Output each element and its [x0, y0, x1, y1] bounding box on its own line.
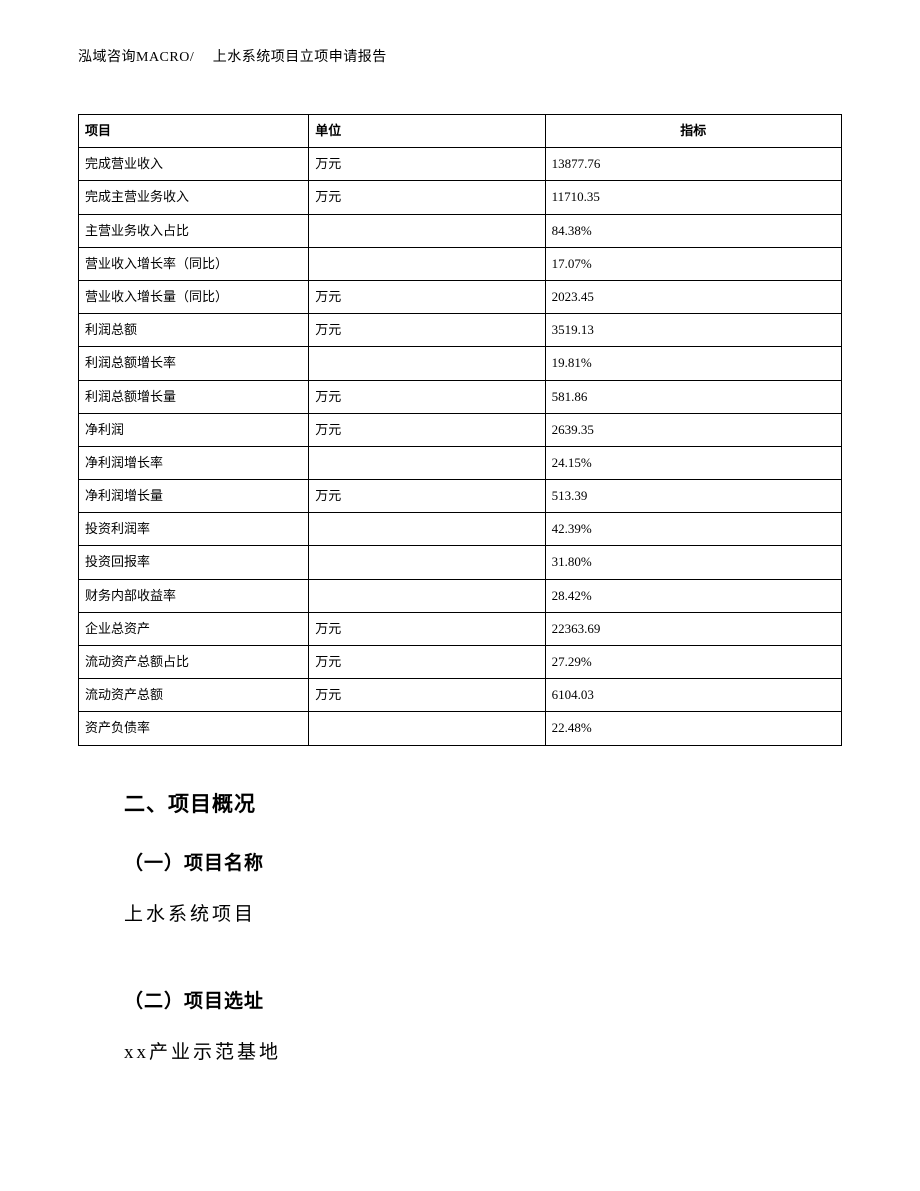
- cell-value: 13877.76: [545, 148, 841, 181]
- cell-value: 22363.69: [545, 612, 841, 645]
- cell-item: 利润总额增长率: [79, 347, 309, 380]
- table-row: 资产负债率 22.48%: [79, 712, 842, 745]
- cell-unit: 万元: [309, 413, 545, 446]
- table-row: 流动资产总额占比万元27.29%: [79, 646, 842, 679]
- table-row: 营业收入增长量（同比）万元2023.45: [79, 280, 842, 313]
- cell-value: 24.15%: [545, 446, 841, 479]
- cell-value: 19.81%: [545, 347, 841, 380]
- cell-item: 营业收入增长量（同比）: [79, 280, 309, 313]
- table-row: 利润总额增长量万元581.86: [79, 380, 842, 413]
- table-row: 流动资产总额万元6104.03: [79, 679, 842, 712]
- table-header-row: 项目 单位 指标: [79, 115, 842, 148]
- page-header: 泓域咨询MACRO/ 上水系统项目立项申请报告: [78, 46, 842, 66]
- cell-unit: [309, 579, 545, 612]
- col-header-indicator: 指标: [545, 115, 841, 148]
- cell-item: 净利润: [79, 413, 309, 446]
- cell-unit: 万元: [309, 646, 545, 679]
- document-page: 泓域咨询MACRO/ 上水系统项目立项申请报告 项目 单位 指标 完成营业收入万…: [0, 0, 920, 1191]
- cell-value: 84.38%: [545, 214, 841, 247]
- cell-unit: 万元: [309, 679, 545, 712]
- cell-unit: 万元: [309, 181, 545, 214]
- cell-item: 投资回报率: [79, 546, 309, 579]
- cell-unit: [309, 513, 545, 546]
- table-row: 主营业务收入占比 84.38%: [79, 214, 842, 247]
- cell-item: 流动资产总额: [79, 679, 309, 712]
- cell-value: 2639.35: [545, 413, 841, 446]
- cell-value: 513.39: [545, 480, 841, 513]
- cell-value: 2023.45: [545, 280, 841, 313]
- cell-unit: [309, 446, 545, 479]
- paragraph-project-name: 上水系统项目: [124, 899, 842, 926]
- table-row: 企业总资产万元22363.69: [79, 612, 842, 645]
- table-row: 财务内部收益率 28.42%: [79, 579, 842, 612]
- body-content: 二、项目概况 （一）项目名称 上水系统项目 （二）项目选址 xx产业示范基地: [78, 788, 842, 1064]
- cell-unit: [309, 247, 545, 280]
- sub-heading-location: （二）项目选址: [124, 986, 842, 1013]
- paragraph-location: xx产业示范基地: [124, 1037, 842, 1064]
- cell-item: 投资利润率: [79, 513, 309, 546]
- cell-item: 完成主营业务收入: [79, 181, 309, 214]
- cell-item: 利润总额: [79, 314, 309, 347]
- cell-value: 11710.35: [545, 181, 841, 214]
- cell-unit: 万元: [309, 280, 545, 313]
- cell-unit: 万元: [309, 148, 545, 181]
- cell-value: 581.86: [545, 380, 841, 413]
- table-row: 利润总额增长率 19.81%: [79, 347, 842, 380]
- table-row: 净利润万元2639.35: [79, 413, 842, 446]
- table-row: 净利润增长量万元513.39: [79, 480, 842, 513]
- financial-table: 项目 单位 指标 完成营业收入万元13877.76 完成主营业务收入万元1171…: [78, 114, 842, 746]
- cell-item: 完成营业收入: [79, 148, 309, 181]
- cell-value: 6104.03: [545, 679, 841, 712]
- col-header-unit: 单位: [309, 115, 545, 148]
- cell-unit: 万元: [309, 612, 545, 645]
- cell-item: 资产负债率: [79, 712, 309, 745]
- section-heading-overview: 二、项目概况: [124, 788, 842, 818]
- cell-value: 42.39%: [545, 513, 841, 546]
- cell-item: 财务内部收益率: [79, 579, 309, 612]
- table-row: 投资利润率 42.39%: [79, 513, 842, 546]
- cell-unit: [309, 347, 545, 380]
- table-row: 利润总额万元3519.13: [79, 314, 842, 347]
- cell-unit: 万元: [309, 314, 545, 347]
- cell-item: 利润总额增长量: [79, 380, 309, 413]
- table-row: 投资回报率 31.80%: [79, 546, 842, 579]
- cell-item: 净利润增长量: [79, 480, 309, 513]
- cell-value: 22.48%: [545, 712, 841, 745]
- cell-unit: 万元: [309, 480, 545, 513]
- cell-unit: [309, 546, 545, 579]
- cell-item: 企业总资产: [79, 612, 309, 645]
- col-header-item: 项目: [79, 115, 309, 148]
- table-row: 完成主营业务收入万元11710.35: [79, 181, 842, 214]
- table-row: 完成营业收入万元13877.76: [79, 148, 842, 181]
- cell-value: 28.42%: [545, 579, 841, 612]
- table-row: 净利润增长率 24.15%: [79, 446, 842, 479]
- cell-item: 主营业务收入占比: [79, 214, 309, 247]
- sub-heading-name: （一）项目名称: [124, 848, 842, 875]
- cell-unit: 万元: [309, 380, 545, 413]
- cell-value: 27.29%: [545, 646, 841, 679]
- cell-unit: [309, 712, 545, 745]
- cell-unit: [309, 214, 545, 247]
- cell-item: 流动资产总额占比: [79, 646, 309, 679]
- cell-value: 3519.13: [545, 314, 841, 347]
- cell-value: 17.07%: [545, 247, 841, 280]
- cell-value: 31.80%: [545, 546, 841, 579]
- spacer: [124, 926, 842, 956]
- cell-item: 净利润增长率: [79, 446, 309, 479]
- cell-item: 营业收入增长率（同比）: [79, 247, 309, 280]
- table-row: 营业收入增长率（同比） 17.07%: [79, 247, 842, 280]
